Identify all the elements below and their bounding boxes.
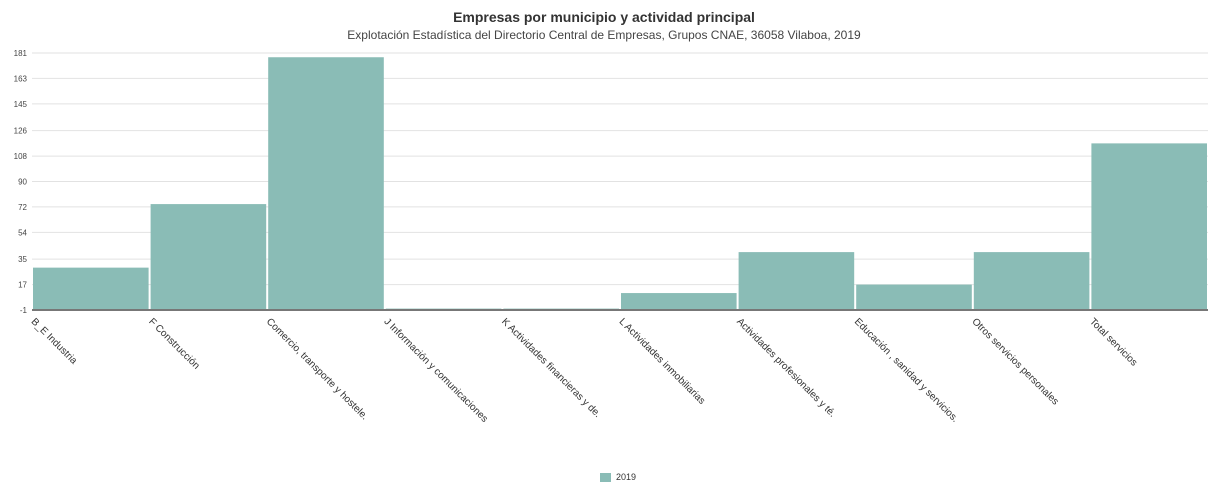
x-tick-label: F Construcción [146,316,201,371]
x-tick-label: B_E Industria [29,316,80,367]
bar[interactable] [856,284,972,310]
legend-swatch [600,472,611,482]
y-tick-label: 54 [18,228,27,237]
y-tick-label: 145 [14,100,28,109]
legend[interactable]: 2019 [600,472,636,482]
chart-subtitle: Explotación Estadística del Directorio C… [347,28,861,42]
chart-title: Empresas por municipio y actividad princ… [453,9,755,25]
x-tick-label: J Información y comunicaciones [381,316,489,424]
y-tick-label: -1 [20,306,28,315]
y-tick-label: 90 [18,178,27,187]
bar[interactable] [621,293,737,310]
y-tick-label: 17 [18,281,27,290]
x-tick-label: Otros servicios personales [969,316,1060,407]
y-tick-label: 181 [14,49,28,58]
x-tick-label: Comercio, transporte y hostele. [264,316,370,422]
y-tick-label: 108 [14,152,28,161]
x-tick-label: K Actividades financieras y de. [499,316,603,420]
y-tick-label: 163 [14,74,28,83]
y-tick-label: 126 [14,127,28,136]
x-tick-label: Total servicios [1087,316,1139,368]
bar-chart: -1 17 35 54 72 90 108 126 145 163 181 B_E Industri… [14,49,1208,425]
bar[interactable] [150,204,267,310]
bar[interactable] [973,252,1090,310]
bar[interactable] [738,252,855,310]
y-tick-label: 35 [18,255,27,264]
x-tick-label: Actividades profesionales y té. [734,316,837,419]
x-tick-label: Educación , sanidad y servicios. [852,316,960,424]
y-axis-tick-labels: -1 17 35 54 72 90 108 126 145 163 181 [14,49,28,315]
bar[interactable] [33,267,149,310]
bar[interactable] [1091,143,1207,310]
legend-label: 2019 [616,472,637,482]
x-tick-label: L Actividades inmobiliarias [617,316,707,406]
bar[interactable] [268,57,384,310]
x-axis-tick-labels: B_E Industria F Construcción Comercio, tra… [29,316,1140,424]
bars [33,57,1207,310]
y-tick-label: 72 [18,203,27,212]
